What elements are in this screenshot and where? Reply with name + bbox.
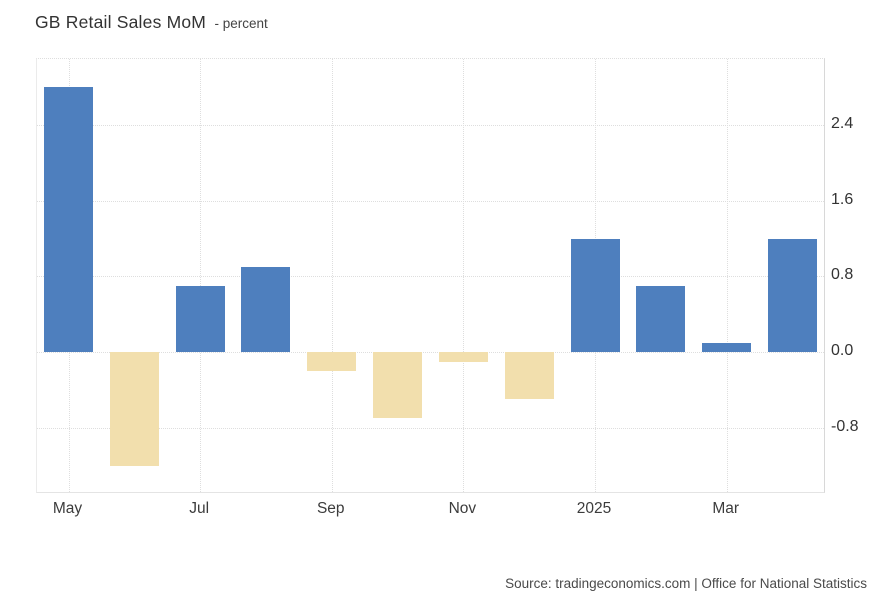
hgridline--0.8 xyxy=(37,427,824,429)
ytick-label-1.6: 1.6 xyxy=(831,190,854,208)
bar-oct xyxy=(373,352,423,419)
bar-dec xyxy=(504,352,554,400)
ytick-label--0.8: -0.8 xyxy=(831,417,859,435)
bar-jan xyxy=(570,238,620,353)
vgridline-Nov xyxy=(463,59,465,492)
xtick-label-2025: 2025 xyxy=(576,500,612,517)
bar-jul xyxy=(175,285,225,353)
vgridline-Mar xyxy=(726,59,728,492)
bar-aug xyxy=(241,266,291,353)
ytick-label-2.4: 2.4 xyxy=(831,115,854,133)
hgridline-1.6 xyxy=(37,200,824,202)
vgridline-Jul xyxy=(200,59,202,492)
hgridline-2.4 xyxy=(37,125,824,127)
ytick-label-0.8: 0.8 xyxy=(831,266,854,284)
xtick-label-Nov: Nov xyxy=(448,500,477,517)
chart-header: GB Retail Sales MoM - percent xyxy=(35,12,268,33)
xtick-label-Jul: Jul xyxy=(189,500,210,517)
source-attribution: Source: tradingeconomics.com | Office fo… xyxy=(505,576,867,591)
plot-area xyxy=(36,58,825,493)
chart-subtitle: - percent xyxy=(214,16,268,31)
bar-jun xyxy=(109,352,159,466)
bar-apr xyxy=(768,238,817,353)
bar-mar xyxy=(702,342,752,353)
bar-nov xyxy=(438,352,488,362)
xtick-label-Mar: Mar xyxy=(712,500,740,517)
hgridline-0.0 xyxy=(37,352,824,354)
ytick-label-0.0: 0.0 xyxy=(831,342,854,360)
bar-feb xyxy=(636,285,686,353)
hgridline-0.8 xyxy=(37,276,824,278)
bar-may xyxy=(44,87,93,353)
chart-title: GB Retail Sales MoM xyxy=(35,12,207,32)
xtick-label-Sep: Sep xyxy=(316,500,345,517)
vgridline-Sep xyxy=(331,59,333,492)
bar-sep xyxy=(307,352,357,371)
xtick-label-May: May xyxy=(52,500,83,517)
